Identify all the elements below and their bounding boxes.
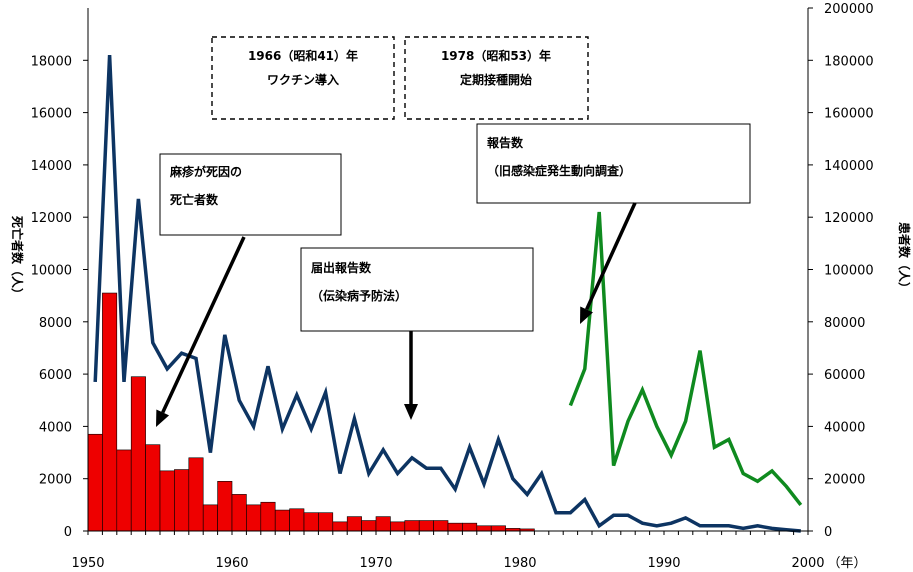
death-bar: [375, 516, 391, 532]
death-bar: [130, 376, 146, 532]
death-bar: [202, 504, 218, 532]
notified-arrow-head: [404, 404, 418, 420]
surveillance-callout-box: [476, 123, 751, 204]
death-bar: [102, 292, 118, 532]
x-tick-label: 1990: [647, 556, 680, 571]
x-unit-label: （年）: [827, 556, 866, 571]
surveillance-callout-text: （旧感染症発生動向調査）: [487, 163, 631, 178]
routine-vaccination-box: [404, 36, 589, 120]
death-bar: [87, 433, 103, 532]
right-tick-label: 180000: [824, 54, 874, 69]
x-tick-label: 2000: [791, 556, 824, 571]
death-bar: [159, 470, 175, 532]
right-tick-label: 200000: [824, 2, 874, 17]
left-tick-label: 8000: [39, 316, 72, 331]
right-tick-label: 120000: [824, 211, 874, 226]
death-bar: [490, 525, 506, 532]
left-y-axis-label: 死亡者数（人）: [10, 216, 25, 300]
left-tick-label: 6000: [39, 368, 72, 383]
death-bar: [346, 516, 362, 532]
right-tick-label: 160000: [824, 107, 874, 122]
x-tick-label: 1960: [215, 556, 248, 571]
x-tick-label: 1970: [359, 556, 392, 571]
surveillance-callout-text: 報告数: [487, 135, 524, 150]
death-bar: [174, 469, 190, 532]
left-tick-label: 2000: [39, 473, 72, 488]
death-bars: [87, 292, 535, 532]
deaths-arrow-head: [156, 409, 170, 427]
right-tick-label: 20000: [824, 473, 865, 488]
death-bar: [433, 520, 449, 532]
notified-cases-line: [93, 55, 801, 533]
death-bar: [260, 501, 276, 532]
right-tick-label: 140000: [824, 159, 874, 174]
line-series: [93, 55, 803, 533]
routine-vaccination-text: 定期接種開始: [460, 72, 532, 87]
death-bar: [462, 522, 478, 532]
death-bar: [404, 520, 420, 532]
death-bar: [476, 525, 492, 532]
death-bar: [303, 512, 319, 532]
death-bar: [318, 512, 334, 532]
death-bar: [116, 449, 132, 532]
x-tick-label: 1980: [503, 556, 536, 571]
deaths-callout-text: 麻疹が死因の: [169, 164, 242, 179]
left-tick-label: 16000: [31, 107, 72, 122]
death-bar: [332, 521, 348, 532]
death-bar: [361, 520, 377, 532]
right-tick-label: 0: [824, 525, 832, 540]
left-tick-label: 0: [64, 525, 72, 540]
notified-callout-text: （伝染病予防法）: [311, 288, 407, 303]
right-tick-label: 80000: [824, 316, 865, 331]
death-bar: [274, 509, 290, 532]
notified-callout-box: [300, 247, 534, 332]
right-tick-label: 60000: [824, 368, 865, 383]
death-bar: [418, 520, 434, 532]
death-bar: [447, 522, 463, 532]
right-y-axis-label: 患者数（人）: [897, 222, 912, 294]
surveillance-arrow-head: [580, 306, 593, 324]
death-bar: [390, 521, 406, 532]
notified-callout-text: 届出報告数: [311, 260, 372, 275]
death-bar: [188, 457, 204, 532]
vaccine-introduction-text: 1966（昭和41）年: [248, 48, 358, 63]
surveillance-arrow-shaft: [585, 202, 637, 311]
death-bar: [246, 504, 262, 532]
left-tick-label: 18000: [31, 54, 72, 69]
vaccine-introduction-box: [211, 36, 395, 120]
deaths-callout-box: [159, 153, 342, 236]
left-tick-label: 4000: [39, 420, 72, 435]
routine-vaccination-text: 1978（昭和53）年: [441, 48, 551, 63]
x-tick-label: 1950: [71, 556, 104, 571]
left-tick-label: 12000: [31, 211, 72, 226]
deaths-callout-text: 死亡者数: [170, 192, 219, 207]
vaccine-introduction-text: ワクチン導入: [267, 72, 339, 87]
death-bar: [289, 508, 305, 532]
surveillance-cases-line: [568, 211, 803, 506]
left-tick-label: 14000: [31, 159, 72, 174]
deaths-arrow-shaft: [161, 236, 246, 414]
tick-layer: 0 2000 4000 6000 8000 10000 12000 14000 16000 180…: [31, 2, 874, 571]
left-tick-label: 10000: [31, 264, 72, 279]
death-bar: [145, 444, 161, 532]
death-bar: [231, 494, 247, 532]
right-tick-label: 40000: [824, 420, 865, 435]
death-bar: [217, 481, 233, 532]
right-tick-label: 100000: [824, 264, 874, 279]
